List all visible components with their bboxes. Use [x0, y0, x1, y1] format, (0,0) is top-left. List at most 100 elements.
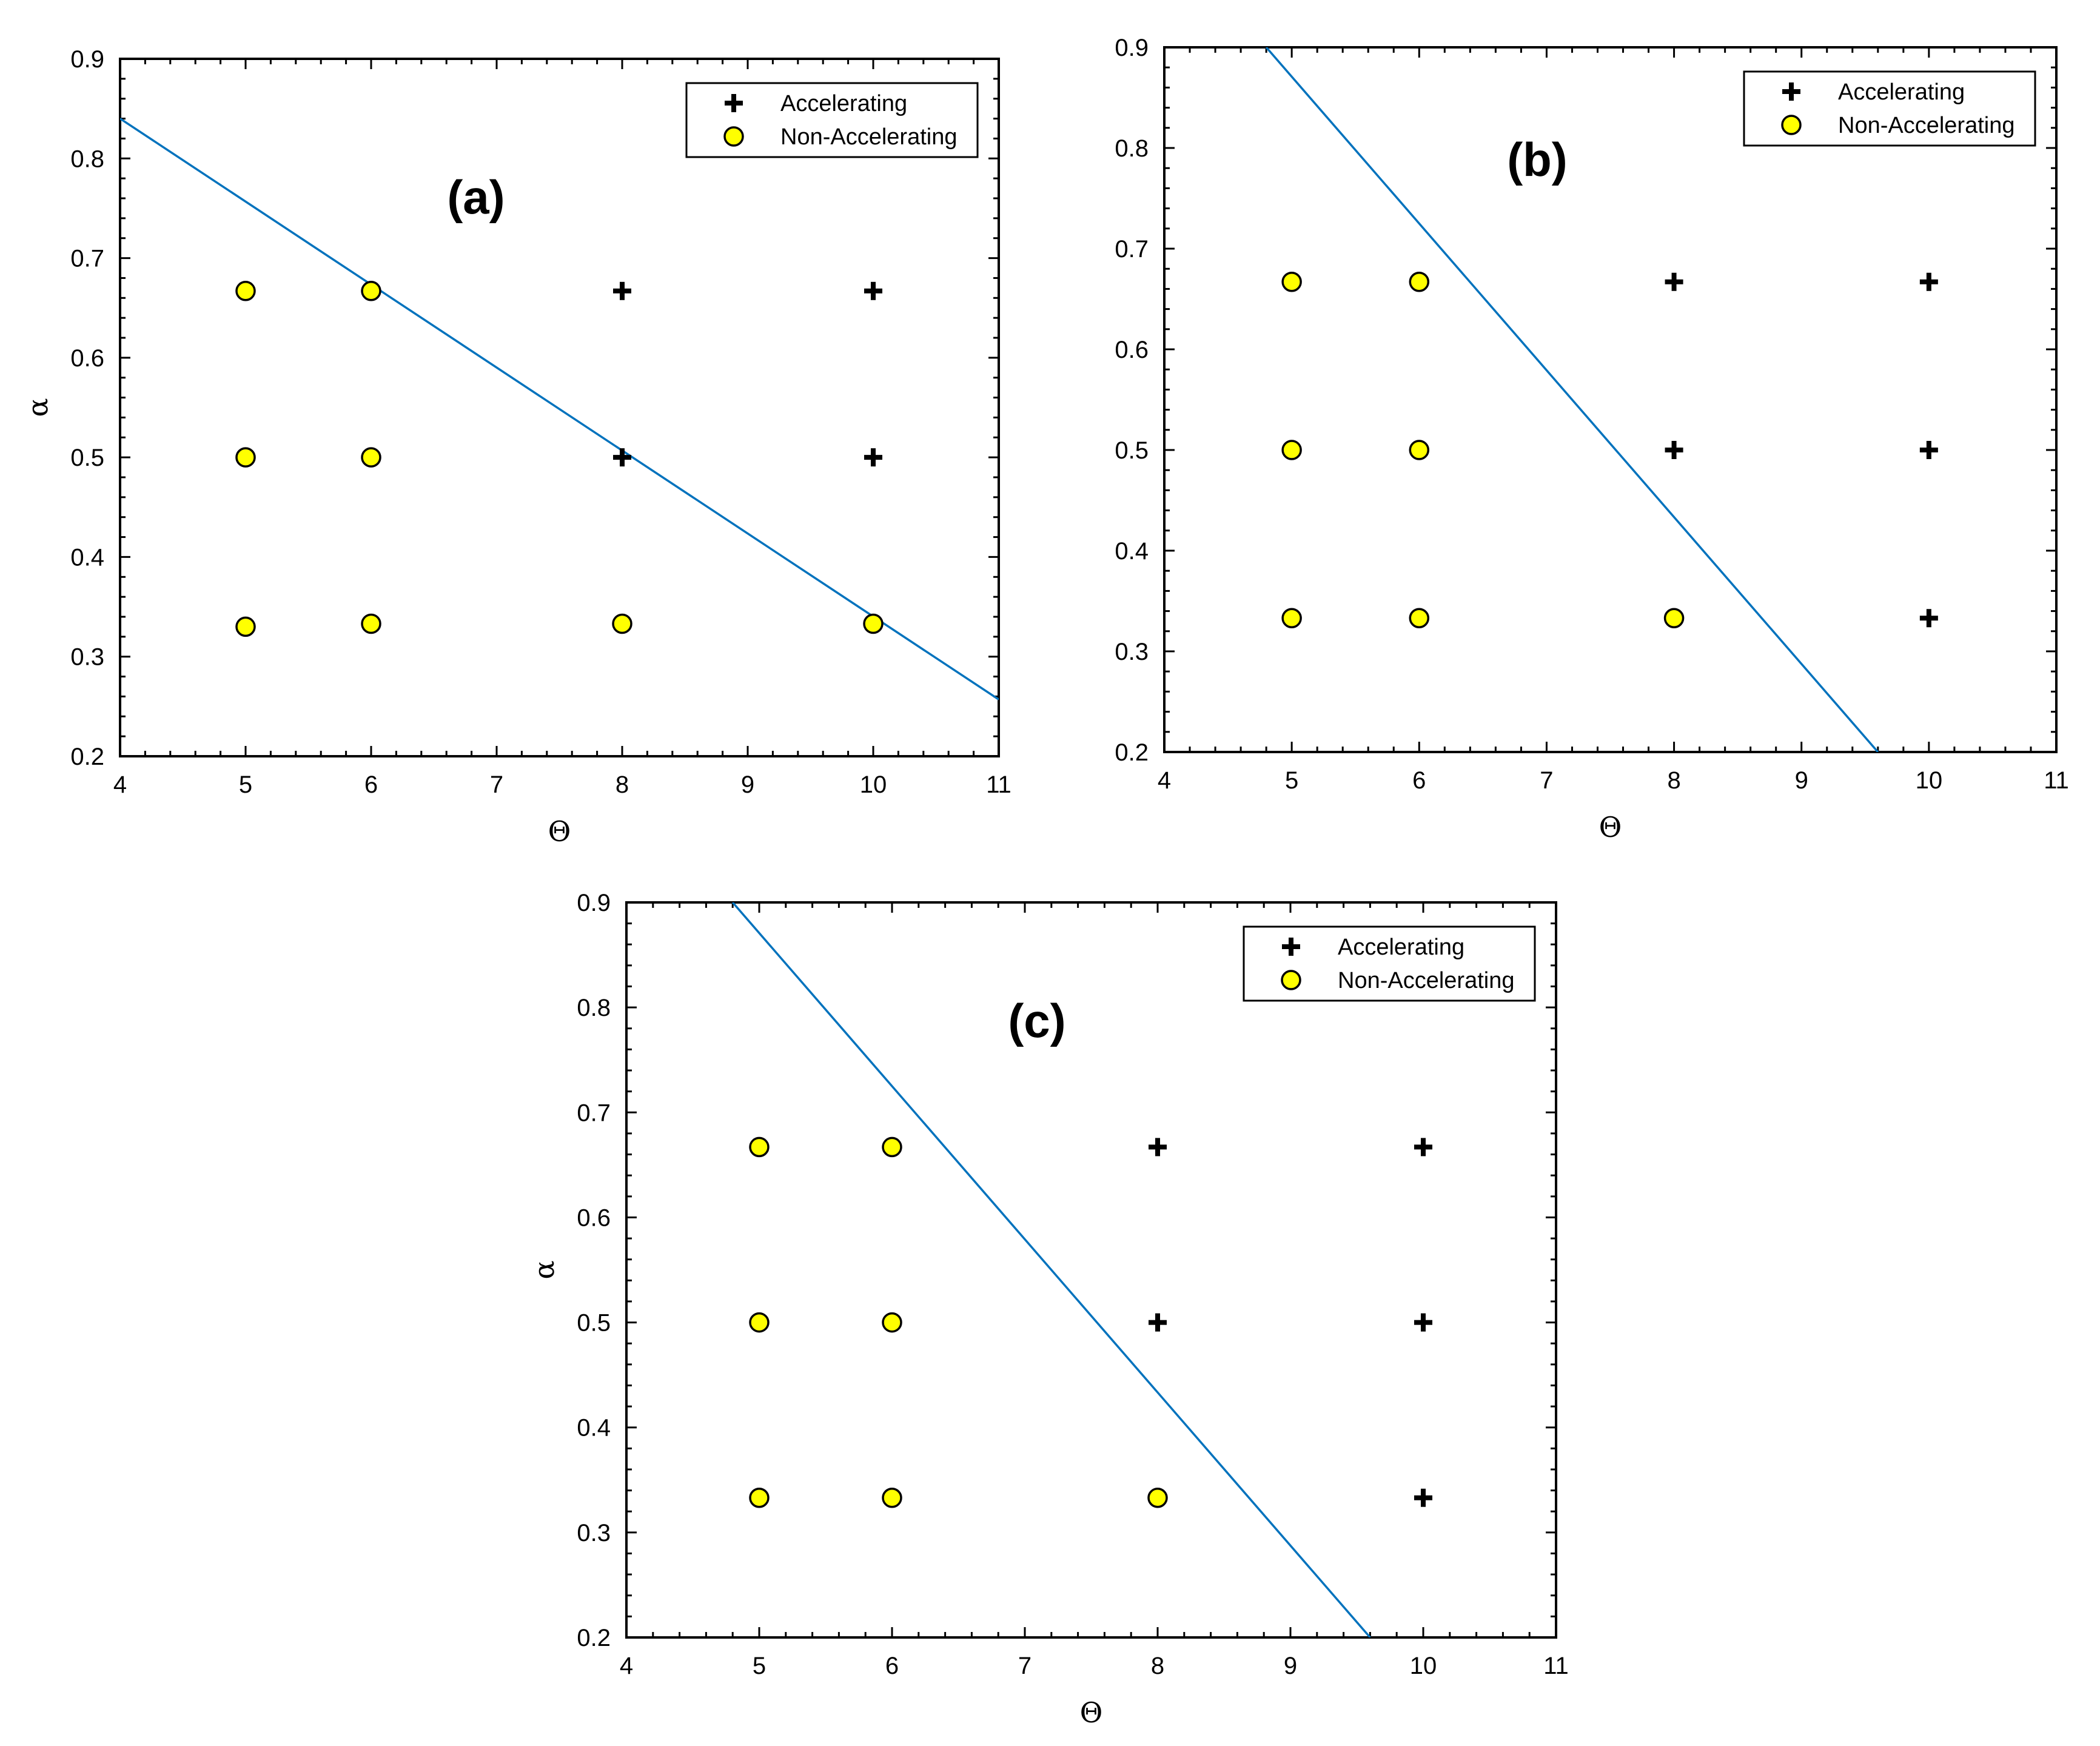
accelerating-point [1149, 1138, 1167, 1157]
x-axis-label: Θ [1599, 811, 1622, 844]
accelerating-point [1919, 609, 1938, 628]
x-axis-label: Θ [1080, 1696, 1103, 1729]
non-accelerating-point [882, 1487, 902, 1508]
accelerating-point [864, 281, 882, 300]
legend-non-accelerating-label: Non-Accelerating [1338, 968, 1514, 993]
accelerating-point [613, 448, 631, 467]
accelerating-point [1665, 441, 1683, 459]
y-tick-label: 0.6 [577, 1204, 611, 1231]
y-tick-label: 0.7 [70, 246, 104, 272]
legend-accelerating-marker [1782, 82, 1800, 101]
y-tick-label: 0.2 [70, 744, 104, 770]
x-tick-label: 8 [616, 771, 629, 798]
panel-label: (b) [1507, 133, 1568, 186]
x-tick-label: 9 [741, 771, 754, 798]
boundary-line [731, 902, 1371, 1637]
x-tick-label: 4 [1158, 767, 1171, 794]
x-axis-label: Θ [548, 815, 571, 848]
boundary-line [1265, 47, 1879, 752]
accelerating-point [1919, 441, 1938, 459]
x-tick-label: 6 [364, 771, 378, 798]
y-tick-label: 0.9 [70, 46, 104, 73]
non-accelerating-point [749, 1487, 770, 1508]
y-tick-label: 0.3 [70, 644, 104, 671]
non-accelerating-point [1281, 272, 1302, 292]
y-tick-label: 0.7 [577, 1100, 611, 1126]
panel-label: (c) [1008, 994, 1065, 1047]
non-accelerating-point [235, 616, 256, 637]
x-tick-label: 8 [1667, 767, 1680, 794]
legend-accelerating-label: Accelerating [780, 91, 907, 116]
x-tick-label: 5 [239, 771, 252, 798]
y-tick-label: 0.5 [577, 1310, 611, 1337]
y-tick-label: 0.8 [70, 146, 104, 172]
x-tick-label: 6 [1412, 767, 1426, 794]
x-tick-label: 4 [620, 1653, 633, 1679]
y-tick-label: 0.4 [1115, 538, 1149, 565]
x-tick-label: 11 [1543, 1653, 1569, 1679]
y-tick-label: 0.9 [1115, 35, 1149, 61]
non-accelerating-point [882, 1137, 902, 1158]
x-tick-label: 11 [986, 771, 1011, 798]
x-tick-label: 9 [1284, 1653, 1297, 1679]
non-accelerating-point [863, 613, 884, 634]
y-tick-label: 0.8 [1115, 135, 1149, 162]
x-tick-label: 10 [1916, 767, 1943, 794]
accelerating-point [1414, 1138, 1432, 1157]
non-accelerating-point [1409, 440, 1430, 460]
x-tick-label: 9 [1795, 767, 1808, 794]
y-tick-label: 0.6 [1115, 337, 1149, 363]
accelerating-point [1665, 272, 1683, 291]
panel-label: (a) [447, 170, 505, 224]
x-tick-label: 5 [1285, 767, 1298, 794]
y-tick-label: 0.2 [1115, 739, 1149, 766]
non-accelerating-point [1409, 608, 1430, 628]
legend-non-accelerating-marker [1781, 115, 1802, 135]
x-tick-label: 6 [885, 1653, 899, 1679]
accelerating-point [1414, 1488, 1432, 1507]
legend-non-accelerating-marker [1281, 970, 1301, 990]
legend-accelerating-marker [1282, 938, 1300, 956]
y-axis-label: α [528, 1260, 560, 1279]
non-accelerating-point [361, 281, 381, 301]
legend-accelerating-label: Accelerating [1838, 79, 1965, 105]
plot-frame [625, 901, 1557, 1639]
panel-c: 4 5 6 7 8 9 10 11 0.2 0.3 0.4 0.5 0.6 0.7 0.8 0.9 Θα (c) A… [528, 890, 1569, 1729]
panel-a: 4 5 6 7 8 9 10 11 0.2 0.3 0.4 0.5 0.6 0.7 0.8 0.9 Θα (a) A… [21, 46, 1011, 848]
non-accelerating-point [235, 447, 256, 468]
plot-frame [119, 58, 1000, 757]
y-tick-label: 0.4 [577, 1415, 611, 1442]
y-tick-label: 0.8 [577, 995, 611, 1021]
x-tick-label: 8 [1151, 1653, 1164, 1679]
x-tick-label: 5 [753, 1653, 766, 1679]
y-tick-label: 0.3 [1115, 639, 1149, 665]
non-accelerating-point [1409, 272, 1430, 292]
x-tick-label: 10 [1410, 1653, 1437, 1679]
accelerating-point [1414, 1313, 1432, 1332]
y-tick-label: 0.5 [1115, 437, 1149, 464]
non-accelerating-point [361, 447, 381, 468]
non-accelerating-point [1281, 440, 1302, 460]
panel-b: 4 5 6 7 8 9 10 11 0.2 0.3 0.4 0.5 0.6 0.7 0.8 0.9 Θ (b) Ac… [1115, 35, 2068, 844]
x-tick-label: 7 [1540, 767, 1553, 794]
non-accelerating-point [1147, 1487, 1168, 1508]
plot-frame [1163, 46, 2058, 753]
non-accelerating-point [749, 1312, 770, 1333]
legend-non-accelerating-label: Non-Accelerating [780, 124, 957, 150]
accelerating-point [613, 281, 631, 300]
y-tick-label: 0.3 [577, 1520, 611, 1546]
y-tick-label: 0.4 [70, 544, 104, 571]
y-tick-label: 0.9 [577, 890, 611, 916]
legend-non-accelerating-marker [723, 126, 744, 147]
non-accelerating-point [1281, 608, 1302, 628]
boundary-line [120, 118, 999, 700]
y-axis-label: α [21, 398, 54, 417]
x-tick-label: 4 [113, 771, 127, 798]
accelerating-point [1149, 1313, 1167, 1332]
legend-accelerating-label: Accelerating [1338, 935, 1464, 960]
x-tick-label: 11 [2044, 767, 2069, 794]
y-tick-label: 0.5 [70, 445, 104, 471]
legend-non-accelerating-label: Non-Accelerating [1838, 113, 2014, 138]
non-accelerating-point [612, 613, 632, 634]
